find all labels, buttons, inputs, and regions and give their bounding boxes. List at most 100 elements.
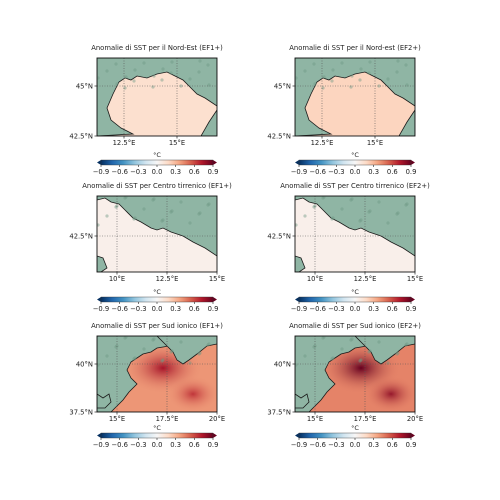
x-tick-label: 15°E	[407, 275, 423, 283]
terrain-shade	[330, 79, 334, 83]
terrain-shade	[151, 198, 155, 202]
colorbar-tick-label: −0.6	[111, 305, 128, 313]
colorbar-tick-label: 0.3	[368, 441, 379, 449]
colorbar-tick-label: 0.0	[350, 168, 361, 176]
x-tick-label: 20°E	[407, 415, 423, 423]
colorbar-extend-low	[295, 433, 299, 438]
terrain-shade	[405, 342, 409, 346]
colorbar-extend-high	[411, 297, 415, 302]
terrain-shade	[396, 211, 400, 215]
colorbar-gradient	[299, 297, 411, 302]
land-mass	[295, 196, 415, 257]
colorbar-tick-label: −0.3	[328, 441, 345, 449]
terrain-shade	[206, 343, 210, 347]
colorbar-tick-label: −0.9	[93, 168, 110, 176]
land-mass	[295, 58, 415, 136]
terrain-shade	[340, 61, 344, 65]
colorbar-gradient	[299, 160, 411, 165]
terrain-shade	[377, 84, 381, 88]
colorbar: −0.9 −0.6 −0.3 0.0 0.3 0.6 0.9 °C	[291, 151, 417, 176]
terrain-shade	[312, 62, 316, 66]
terrain-shade	[179, 340, 183, 344]
colorbar-tick-label: −0.3	[130, 168, 147, 176]
colorbar-tick-label: −0.9	[93, 305, 110, 313]
x-tick-label: 20°E	[209, 415, 225, 423]
terrain-shade	[367, 350, 371, 354]
terrain-shade	[188, 361, 192, 365]
terrain-shade	[170, 209, 174, 213]
terrain-shade	[396, 351, 400, 355]
colorbar-tick-label: −0.9	[93, 441, 110, 449]
y-tick-label: 40°N	[274, 360, 291, 368]
map-frame	[294, 195, 416, 273]
colorbar-extend-high	[213, 160, 217, 165]
map-panel-5: Anomalie di SST per Sud ionico (EF1+) 15°…	[69, 322, 225, 449]
terrain-shade	[386, 221, 390, 225]
colorbar-label: °C	[351, 424, 359, 432]
sea-hotspot	[167, 376, 217, 412]
colorbar-tick-label: 0.9	[208, 441, 219, 449]
terrain-shade	[404, 343, 408, 347]
colorbar-label: °C	[351, 288, 359, 296]
terrain-shade	[206, 63, 210, 67]
sea-hotspot	[365, 376, 415, 412]
terrain-shade	[359, 218, 363, 222]
colorbar-tick-label: −0.6	[309, 168, 326, 176]
panel-title: Anomalie di SST per il Nord-Est (EF1+)	[91, 44, 223, 52]
y-tick-label: 42.5°N	[267, 232, 291, 240]
terrain-shade	[160, 219, 164, 223]
map-frame	[294, 57, 416, 137]
terrain-shade	[179, 200, 183, 204]
land-mass	[97, 255, 108, 272]
colorbar-tick-label: 0.3	[170, 305, 181, 313]
x-tick-label: 12.5°E	[113, 139, 136, 147]
map-frame	[96, 195, 218, 273]
terrain-shade	[395, 212, 399, 216]
terrain-shade	[303, 354, 307, 358]
colorbar-extend-high	[213, 297, 217, 302]
terrain-shade	[207, 202, 211, 206]
terrain-shade	[97, 76, 100, 80]
colorbar-extend-low	[97, 297, 101, 302]
terrain-shade	[330, 357, 334, 361]
colorbar-extend-high	[213, 433, 217, 438]
map-area	[295, 58, 415, 136]
terrain-shade	[179, 84, 183, 88]
terrain-shade	[322, 75, 326, 79]
terrain-shade	[405, 202, 409, 206]
y-tick-label: 42.5°N	[267, 132, 291, 140]
terrain-shade	[358, 219, 362, 223]
map-area	[295, 336, 415, 412]
map-area	[97, 336, 217, 412]
terrain-shade	[161, 358, 165, 362]
terrain-shade	[152, 197, 156, 201]
terrain-shade	[404, 63, 408, 67]
terrain-shade	[124, 196, 128, 199]
terrain-shade	[132, 217, 136, 221]
colorbar-tick-label: −0.6	[111, 441, 128, 449]
terrain-shade	[331, 68, 335, 72]
terrain-shade	[322, 336, 326, 339]
terrain-shade	[321, 336, 325, 340]
terrain-shade	[321, 196, 325, 200]
map-area	[97, 58, 217, 136]
terrain-shade	[404, 203, 408, 207]
terrain-shade	[197, 70, 201, 74]
colorbar-gradient	[299, 433, 411, 438]
colorbar: −0.9 −0.6 −0.3 0.0 0.3 0.6 0.9 °C	[93, 424, 219, 449]
y-tick-label: 42.5°N	[69, 232, 93, 240]
terrain-shade	[350, 74, 354, 78]
colorbar-tick-label: −0.3	[130, 441, 147, 449]
colorbar-tick-label: 0.0	[152, 168, 163, 176]
terrain-shade	[124, 336, 128, 339]
colorbar-tick-label: −0.3	[130, 305, 147, 313]
x-tick-label: 15°E	[307, 415, 323, 423]
x-tick-label: 15°E	[367, 139, 383, 147]
colorbar-extend-low	[97, 160, 101, 165]
colorbar-tick-label: 0.3	[368, 305, 379, 313]
terrain-shade	[151, 338, 155, 342]
terrain-shade	[132, 79, 136, 83]
colorbar-tick-label: −0.6	[309, 305, 326, 313]
terrain-shade	[161, 218, 165, 222]
map-frame	[294, 335, 416, 413]
